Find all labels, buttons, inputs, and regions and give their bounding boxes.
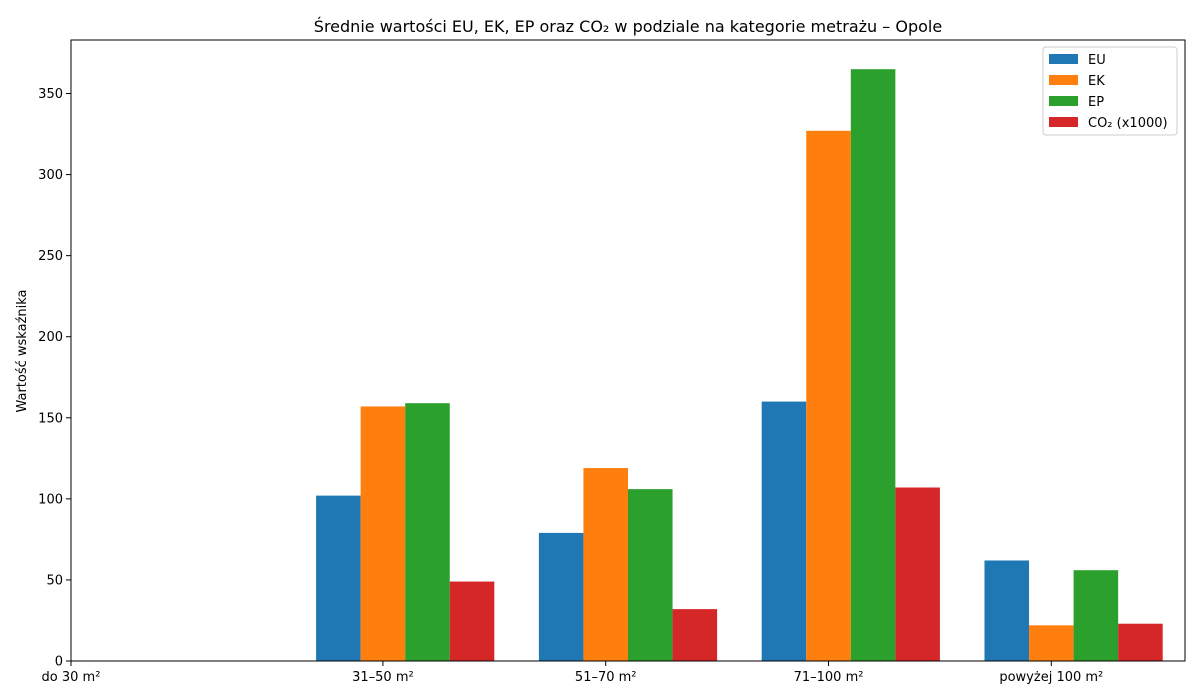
x-tick-label: 31–50 m² bbox=[352, 670, 414, 685]
bar-ep-1 bbox=[405, 403, 450, 661]
legend-swatch bbox=[1049, 96, 1078, 106]
legend-swatch bbox=[1049, 75, 1078, 85]
bar-ep-2 bbox=[628, 489, 673, 661]
x-tick-label: 71–100 m² bbox=[794, 670, 864, 685]
bar-ep-4 bbox=[1073, 570, 1119, 661]
bar-co-x1000--2 bbox=[672, 609, 718, 661]
legend-label: EK bbox=[1088, 74, 1105, 89]
x-tick-label: 51–70 m² bbox=[575, 670, 637, 685]
bar-eu-2 bbox=[538, 532, 584, 661]
bar-eu-4 bbox=[984, 560, 1030, 661]
bar-ep-3 bbox=[850, 69, 896, 662]
y-tick-label: 150 bbox=[38, 411, 63, 426]
y-axis-label: Wartość wskaźnika bbox=[15, 289, 30, 412]
legend-label: CO₂ (x1000) bbox=[1088, 116, 1168, 131]
bar-ek-2 bbox=[583, 468, 628, 661]
legend-label: EP bbox=[1088, 95, 1104, 110]
legend-box bbox=[1042, 46, 1178, 136]
bar-ek-4 bbox=[1029, 625, 1074, 661]
y-tick-label: 350 bbox=[38, 87, 63, 102]
x-tick-label: powyżej 100 m² bbox=[999, 670, 1103, 685]
x-axis-ticks: do 30 m² 31–50 m² 51–70 m² 71–100 m² powyżej… bbox=[42, 661, 1103, 685]
y-tick-label: 300 bbox=[38, 168, 63, 183]
bar-eu-3 bbox=[761, 401, 807, 661]
legend-swatch bbox=[1049, 54, 1078, 64]
plot-frame bbox=[70, 39, 1186, 662]
bar-co-x1000--1 bbox=[449, 581, 495, 661]
bar-eu-1 bbox=[316, 495, 361, 661]
y-tick-label: 0 bbox=[55, 655, 63, 670]
bar-co-x1000--4 bbox=[1118, 623, 1163, 661]
y-tick-label: 100 bbox=[38, 492, 63, 507]
bar-ek-1 bbox=[360, 406, 406, 661]
y-axis-ticks: 0 50 100 150 200 250 300 350 bbox=[38, 87, 71, 670]
chart-title: Średnie wartości EU, EK, EP oraz CO₂ w p… bbox=[314, 17, 942, 36]
y-tick-label: 50 bbox=[46, 573, 63, 588]
y-tick-label: 250 bbox=[38, 249, 63, 264]
bars-group bbox=[316, 69, 1163, 662]
legend-swatch bbox=[1049, 117, 1078, 127]
legend: EU EK EP CO₂ (x1000) bbox=[1042, 46, 1178, 136]
legend-label: EU bbox=[1088, 53, 1106, 68]
bar-co-x1000--3 bbox=[895, 487, 940, 661]
y-tick-label: 200 bbox=[38, 330, 63, 345]
bar-ek-3 bbox=[806, 130, 851, 661]
x-tick-label: do 30 m² bbox=[42, 670, 101, 685]
